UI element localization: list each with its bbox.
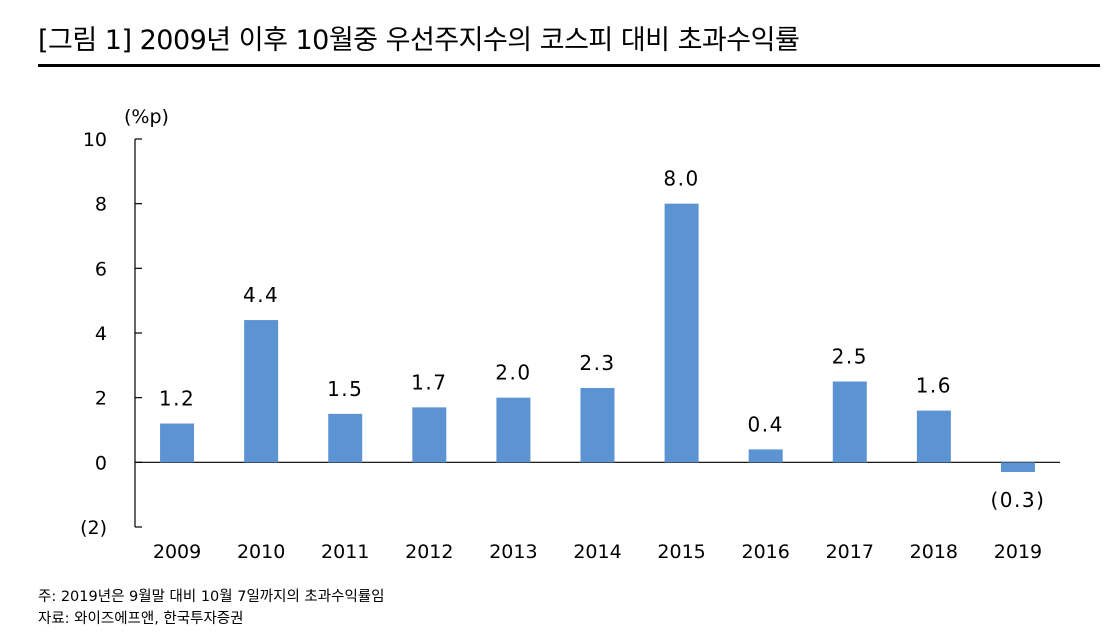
title-divider [38,64,1100,67]
x-tick-label: 2014 [573,541,621,563]
data-label: 2.5 [832,345,868,369]
x-tick-label: 2009 [153,541,201,563]
data-label: 1.5 [327,377,363,401]
x-tick-label: 2017 [826,541,874,563]
bar [916,410,951,463]
x-tick-label: 2015 [657,541,705,563]
x-tick-label: 2016 [742,541,790,563]
x-tick-label: 2011 [321,541,369,563]
data-label: (0.3) [990,488,1045,512]
x-tick-label: 2012 [405,541,453,563]
y-tick-label: 0 [95,452,107,474]
bar [412,407,447,463]
x-tick-label: 2013 [489,541,537,563]
bar [328,413,363,463]
source-note: 자료: 와이즈에프앤, 한국투자증권 [38,611,244,627]
y-axis-unit-label: (%p) [124,106,169,128]
data-label: 8.0 [663,167,699,191]
data-label: 4.4 [243,283,279,307]
bar [160,423,195,463]
y-tick-label: 2 [95,388,107,410]
bar [580,387,615,463]
bar [496,397,531,463]
x-tick-label: 2010 [237,541,285,563]
data-label: 2.0 [495,361,531,385]
footnotes: 주: 2019년은 9월말 대비 10월 7일까지의 초과수익률임 자료: 와이… [38,586,384,630]
y-tick-label: 10 [83,129,107,151]
bar [244,320,279,463]
footnote: 주: 2019년은 9월말 대비 10월 7일까지의 초과수익률임 [38,589,385,605]
data-label: 1.7 [411,370,447,394]
y-tick-label: 6 [95,258,107,280]
y-tick-label: 4 [95,323,107,345]
y-tick-label: 8 [95,194,107,216]
bar [748,449,783,463]
data-label: 0.4 [748,412,784,436]
data-label: 1.2 [159,387,195,411]
bar [664,203,699,463]
chart-title: [그림 1] 2009년 이후 10월중 우선주지수의 코스피 대비 초과수익률 [38,25,800,56]
bar [1000,462,1035,473]
x-tick-label: 2018 [910,541,958,563]
data-label: 1.6 [916,374,952,398]
x-tick-label: 2019 [994,541,1042,563]
data-label: 2.3 [579,351,615,375]
bar [832,381,867,463]
bar-chart: (%p) 10 8 6 4 2 0 (2) 1.2 2009 4.4 2010 1.5 2011 1.7 20… [80,106,1060,563]
y-tick-label: (2) [80,517,107,539]
